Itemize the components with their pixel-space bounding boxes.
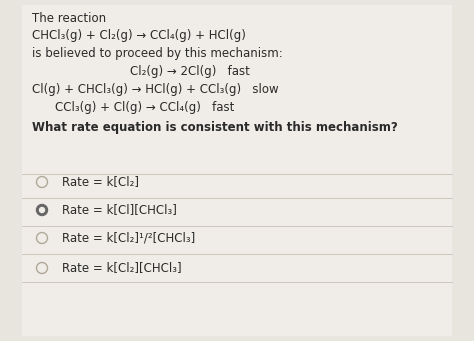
- Text: is believed to proceed by this mechanism:: is believed to proceed by this mechanism…: [32, 47, 283, 60]
- Text: What rate equation is consistent with this mechanism?: What rate equation is consistent with th…: [32, 121, 398, 134]
- Text: Rate = k[Cl₂]: Rate = k[Cl₂]: [62, 176, 139, 189]
- Text: Cl(g) + CHCl₃(g) → HCl(g) + CCl₃(g)   slow: Cl(g) + CHCl₃(g) → HCl(g) + CCl₃(g) slow: [32, 84, 279, 97]
- Text: CCl₃(g) + Cl(g) → CCl₄(g)   fast: CCl₃(g) + Cl(g) → CCl₄(g) fast: [55, 102, 234, 115]
- Text: Rate = k[Cl][CHCl₃]: Rate = k[Cl][CHCl₃]: [62, 204, 177, 217]
- Circle shape: [36, 205, 47, 216]
- Text: Rate = k[Cl₂][CHCl₃]: Rate = k[Cl₂][CHCl₃]: [62, 262, 182, 275]
- Text: CHCl₃(g) + Cl₂(g) → CCl₄(g) + HCl(g): CHCl₃(g) + Cl₂(g) → CCl₄(g) + HCl(g): [32, 30, 246, 43]
- Text: Cl₂(g) → 2Cl(g)   fast: Cl₂(g) → 2Cl(g) fast: [130, 65, 250, 78]
- Text: Rate = k[Cl₂]¹/²[CHCl₃]: Rate = k[Cl₂]¹/²[CHCl₃]: [62, 232, 195, 244]
- FancyBboxPatch shape: [22, 5, 452, 336]
- Circle shape: [39, 208, 45, 212]
- Text: The reaction: The reaction: [32, 12, 106, 25]
